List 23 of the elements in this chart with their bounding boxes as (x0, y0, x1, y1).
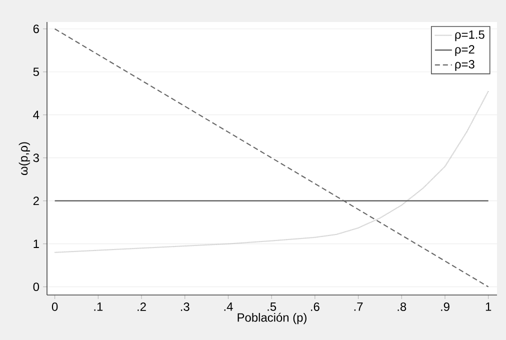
x-tick-label: 1 (486, 302, 492, 311)
y-tick-label: 2 (33, 196, 39, 206)
x-tick-label: .9 (441, 302, 450, 311)
x-tick-label: 0 (52, 302, 58, 311)
x-tick-label: .6 (311, 302, 320, 311)
x-axis-title: Población (p) (238, 312, 306, 324)
x-tick-label: .2 (138, 302, 146, 311)
x-tick-label: .4 (224, 302, 233, 311)
x-tick-label: .3 (180, 302, 190, 311)
legend-label: ρ=2 (455, 45, 474, 56)
y-tick-label: 0 (33, 282, 40, 292)
legend-label: ρ=1.5 (455, 30, 484, 42)
y-tick-label: 3 (33, 154, 39, 162)
x-tick-label: .7 (354, 302, 363, 311)
y-tick-label: 6 (33, 24, 39, 34)
x-tick-label: .1 (94, 302, 103, 311)
y-axis-title: ω(p,ρ) (18, 142, 30, 176)
y-tick-label: 4 (33, 110, 40, 119)
legend-label: ρ=3 (455, 60, 474, 71)
y-tick-label: 5 (33, 68, 39, 76)
x-tick-label: .5 (268, 302, 276, 311)
x-tick-label: .8 (398, 302, 406, 311)
y-tick-label: 1 (34, 240, 39, 248)
